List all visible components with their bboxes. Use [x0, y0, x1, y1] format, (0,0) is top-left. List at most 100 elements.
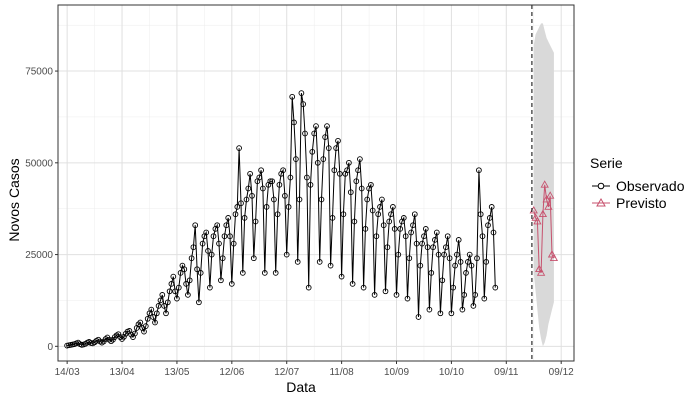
observado-point — [411, 211, 418, 218]
previsto-point — [540, 180, 549, 188]
observado-point — [368, 181, 374, 188]
observado-point — [413, 240, 420, 247]
legend-label-observado: Observado — [616, 178, 685, 194]
observado-point — [132, 330, 138, 337]
observado-point — [432, 237, 438, 243]
observado-point — [175, 284, 182, 291]
observado-point — [230, 240, 237, 247]
legend-label-previsto: Previsto — [616, 195, 667, 211]
legend-key-previsto-point — [596, 197, 606, 207]
observado-point — [468, 262, 475, 269]
observado-point — [331, 167, 338, 174]
observado-point — [395, 251, 402, 258]
observado-point — [269, 178, 275, 185]
observado-point — [443, 244, 449, 251]
observado-point — [302, 130, 308, 137]
observado-point — [382, 288, 389, 295]
observado-point — [351, 218, 358, 225]
observado-point — [188, 255, 195, 262]
observado-point — [249, 192, 255, 199]
observado-point — [163, 310, 169, 317]
observado-point — [260, 185, 266, 192]
observado-point — [236, 145, 242, 151]
observado-point — [150, 314, 156, 320]
observado-point — [386, 218, 393, 225]
observado-point — [238, 200, 244, 207]
observado-point — [446, 255, 453, 262]
x-axis: 14/03 13/04 13/05 12/06 12/07 11/08 10/09 10/10… — [55, 361, 574, 378]
observado-point — [466, 251, 473, 258]
observado-point — [477, 211, 484, 218]
observado-point — [91, 339, 98, 346]
observado-point — [267, 178, 274, 185]
observado-point — [282, 192, 288, 199]
observado-point — [422, 226, 429, 232]
observado-point — [232, 211, 239, 218]
x-axis-title: Data — [286, 379, 316, 395]
observado-point — [300, 101, 307, 107]
x-tick-label: 14/03 — [55, 367, 80, 378]
observado-point — [192, 222, 199, 229]
observado-point — [340, 211, 347, 218]
observado-point — [452, 262, 458, 269]
observado-point — [486, 215, 493, 221]
observado-point — [388, 211, 394, 218]
previsto-point — [538, 209, 548, 218]
observado-point — [377, 204, 383, 210]
y-axis: 0 25000 50000 75000 — [25, 67, 58, 353]
observado-point — [362, 226, 369, 232]
observado-point — [298, 90, 305, 96]
observado-point — [185, 292, 191, 298]
observado-point — [488, 204, 495, 210]
observado-point — [153, 310, 160, 317]
observado-point — [256, 174, 263, 181]
previsto-point — [536, 268, 546, 276]
observado-point — [391, 226, 398, 232]
observado-point — [470, 303, 477, 309]
observado-point — [313, 123, 319, 129]
observado-point — [283, 251, 290, 258]
observado-point — [476, 167, 482, 174]
observado-point — [155, 303, 162, 309]
observado-point — [333, 145, 339, 151]
observado-point — [325, 145, 332, 151]
prediction-interval-ribbon — [533, 23, 554, 347]
observado-point — [379, 196, 385, 203]
observado-point — [307, 181, 314, 188]
observado-point — [454, 251, 460, 258]
observado-point — [214, 222, 221, 229]
previsto-point — [542, 194, 551, 203]
observado-point — [455, 237, 462, 243]
observed-series — [64, 90, 499, 349]
observado-point — [152, 319, 158, 326]
x-tick-label: 09/12 — [549, 367, 574, 378]
observado-point — [338, 273, 345, 280]
legend-item-observado: Observado — [592, 178, 685, 194]
observado-point — [137, 319, 144, 326]
observado-point — [419, 240, 425, 247]
observado-point — [258, 167, 264, 174]
observado-point — [492, 284, 499, 291]
y-tick-label: 25000 — [25, 250, 53, 261]
observado-point — [141, 328, 147, 335]
previsto-point — [546, 191, 555, 199]
observado-point — [172, 288, 178, 295]
observado-point — [457, 259, 464, 265]
observado-point — [463, 270, 469, 276]
observado-point — [322, 134, 328, 140]
observado-point — [203, 229, 210, 236]
previsto-point — [547, 250, 557, 258]
observado-point — [183, 281, 189, 287]
previsto-point — [535, 264, 544, 273]
observado-point — [364, 196, 371, 203]
x-tick-label: 12/07 — [274, 367, 299, 378]
observado-point — [316, 259, 323, 265]
x-tick-label: 10/09 — [384, 367, 409, 378]
observado-point — [329, 215, 336, 221]
observado-point — [261, 270, 268, 276]
observado-point — [263, 204, 270, 210]
observado-point — [479, 233, 486, 240]
x-tick-label: 11/08 — [329, 367, 354, 378]
plot-panel-border — [57, 4, 575, 362]
